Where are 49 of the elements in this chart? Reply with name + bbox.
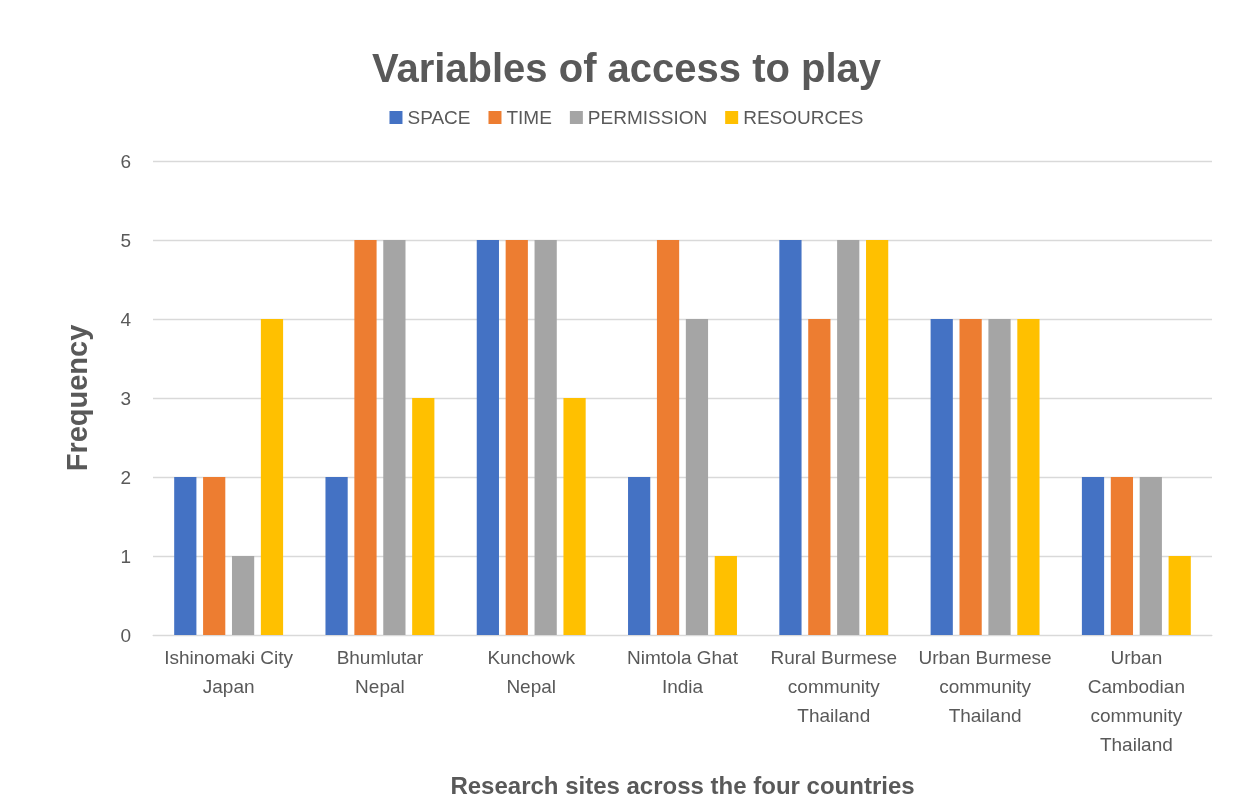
bar [1017, 319, 1040, 635]
y-tick-label: 1 [120, 545, 131, 567]
bar [628, 477, 651, 635]
bar [1168, 556, 1191, 635]
bar [534, 240, 557, 635]
legend-label: RESOURCES [743, 107, 864, 128]
bar [1139, 477, 1162, 635]
x-tick-label: Bhumlutar Nepal [336, 647, 424, 697]
bar [930, 319, 953, 635]
bar [714, 556, 737, 635]
bar [563, 398, 586, 635]
bar [685, 319, 709, 635]
bar [959, 319, 982, 635]
y-tick-label: 3 [120, 387, 131, 409]
bar [779, 240, 802, 635]
bar [325, 477, 348, 635]
x-tick-label: Urban Burmese community Thailand [918, 647, 1052, 726]
y-tick-label: 6 [120, 150, 131, 172]
x-tick-label: Urban Cambodian community Thailand [1087, 647, 1185, 755]
x-tick-label: Kunchowk Nepal [487, 647, 576, 697]
bar [1081, 477, 1105, 635]
bar [808, 319, 831, 635]
bar [656, 240, 680, 635]
bar [476, 240, 499, 635]
x-axis-title: Research sites across the four countries [450, 771, 915, 799]
bar [1110, 477, 1134, 635]
legend-label: SPACE [407, 107, 471, 128]
y-tick-label: 5 [120, 229, 131, 251]
x-tick-label: Nimtola Ghat India [627, 647, 739, 697]
bar [866, 240, 889, 635]
bar [505, 240, 528, 635]
y-tick-label: 2 [120, 466, 131, 488]
bar [260, 319, 284, 635]
bar [383, 240, 406, 635]
x-tick-label: Rural Burmese community Thailand [770, 647, 898, 726]
bar [412, 398, 435, 635]
chart-title: Variables of access to play [371, 46, 882, 90]
x-tick-label: Ishinomaki City Japan [164, 647, 294, 697]
y-axis-title: Frequency [60, 324, 93, 472]
bar [837, 240, 860, 635]
y-tick-label: 0 [120, 624, 131, 646]
bar [988, 319, 1011, 635]
bar [174, 477, 197, 635]
legend-label: TIME [506, 107, 552, 128]
bar [203, 477, 226, 635]
bar [354, 240, 377, 635]
bar [231, 556, 255, 635]
legend-label: PERMISSION [587, 107, 708, 128]
y-tick-label: 4 [120, 308, 132, 330]
